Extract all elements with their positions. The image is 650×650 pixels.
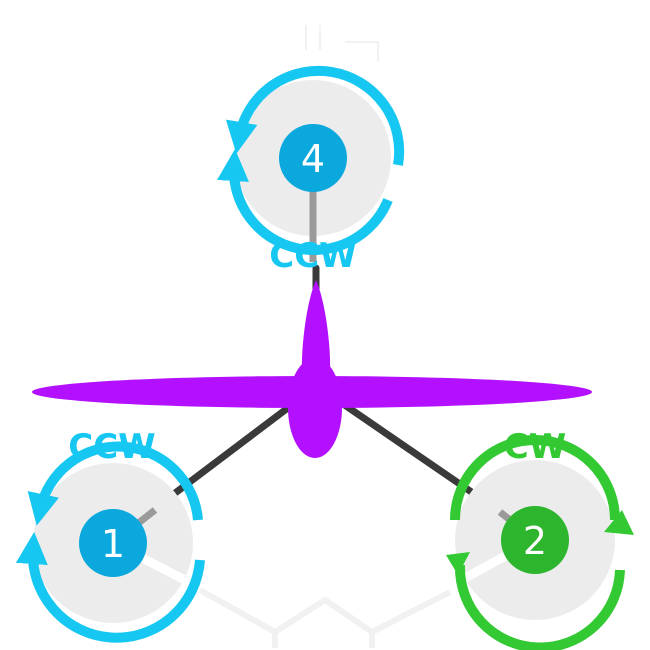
motor-hub (79, 509, 147, 577)
faint-top-marks (305, 25, 379, 62)
airframe (32, 280, 592, 458)
rotation-label: CCW (68, 427, 155, 467)
motor-2: 2 CW (446, 427, 634, 650)
airframe-fuselage (288, 358, 342, 458)
arm-left (146, 391, 309, 516)
motor-1: 1 CCW (15, 427, 205, 643)
rotation-arrowhead-upper (604, 510, 634, 535)
rotation-label: CCW (269, 236, 356, 276)
rotation-label: CW (504, 427, 566, 467)
rotation-arc-upper (225, 65, 405, 166)
rotation-arc-upper (27, 441, 203, 526)
faint-bottom-outline (198, 587, 452, 648)
rotation-arc-upper (450, 435, 620, 521)
motor-hub (501, 506, 569, 574)
rotation-arrowhead-lower (446, 552, 470, 575)
rotation-arc-lower (15, 532, 205, 643)
motor-number: 4 (301, 137, 325, 181)
rotation-arc-lower (217, 149, 393, 255)
motor-number: 2 (523, 519, 547, 563)
motor-4: 4 CCW (217, 65, 405, 276)
rotation-arc-lower (454, 564, 625, 650)
motor-hub (279, 124, 347, 192)
motor-number: 1 (101, 522, 125, 566)
airframe-nose (301, 280, 331, 372)
